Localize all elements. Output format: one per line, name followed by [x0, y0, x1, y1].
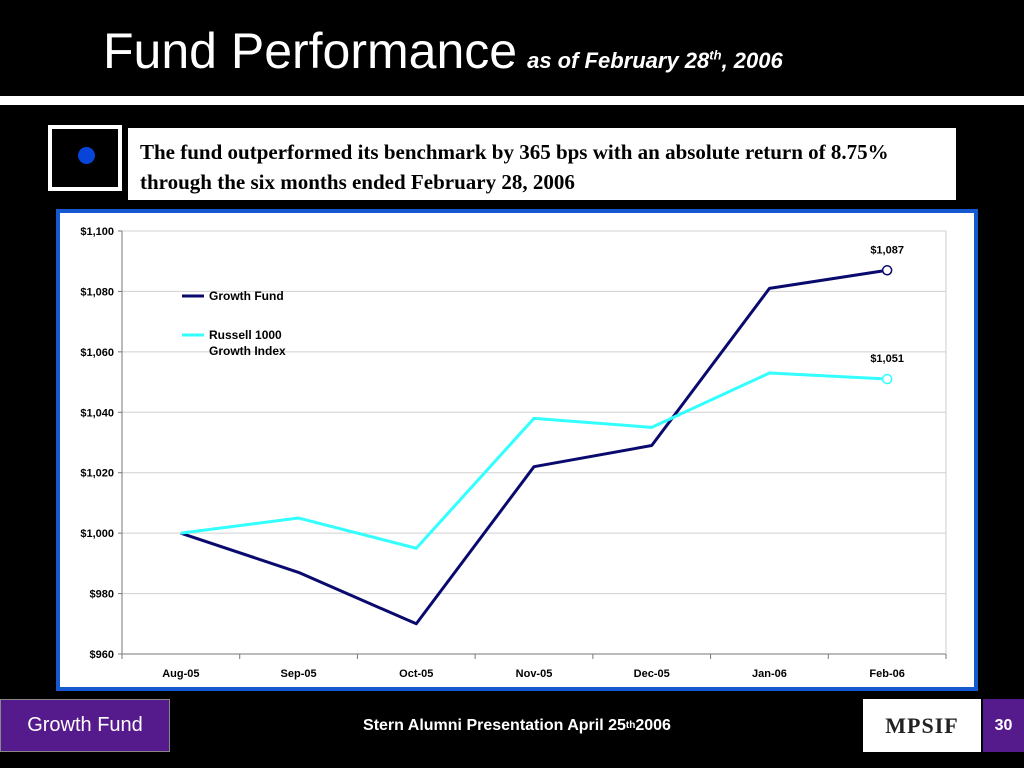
subtitle-text: as of February 28 [527, 48, 710, 73]
legend-label: Russell 1000 [209, 328, 282, 342]
footer-fund-label: Growth Fund [0, 699, 170, 752]
legend-label: Growth Index [209, 344, 286, 358]
footer-presentation-year: 2006 [635, 716, 671, 734]
y-tick-label: $960 [90, 649, 114, 661]
chart-frame: $960 $980 $1,000 $1,020 $1,040 $1,060 $1,080 $1… [56, 209, 978, 691]
callout-text: The fund outperformed its benchmark by 3… [128, 128, 956, 200]
data-label: $1,051 [870, 353, 904, 365]
page-number: 30 [983, 699, 1024, 752]
y-tick-label: $1,020 [80, 468, 114, 480]
x-tick-label: Oct-05 [399, 668, 433, 680]
y-tick-label: $1,080 [80, 286, 114, 298]
footer-presentation-text: Stern Alumni Presentation April 25 [363, 716, 626, 734]
bullet-dot-icon [78, 147, 95, 164]
y-tick-label: $980 [90, 589, 114, 601]
title-main: Fund Performance [103, 23, 518, 79]
line-chart: $960 $980 $1,000 $1,020 $1,040 $1,060 $1,080 $1… [80, 226, 947, 680]
title-divider [0, 96, 1024, 105]
x-tick-label: Aug-05 [162, 668, 199, 680]
subtitle-sup: th [709, 47, 722, 63]
slide-title: Fund Performance as of February 28th, 200… [103, 22, 783, 80]
series-line-russell-1000-growth [180, 371, 888, 550]
bullet-icon [48, 125, 122, 191]
x-tick-label: Feb-06 [869, 668, 904, 680]
legend-label: Growth Fund [209, 289, 284, 303]
mpsif-logo: MPSIF [863, 699, 981, 752]
y-tick-label: $1,060 [80, 347, 114, 359]
series-line-growth-fund [180, 268, 888, 626]
x-tick-label: Sep-05 [281, 668, 317, 680]
title-subtitle: as of February 28th, 2006 [527, 48, 783, 73]
y-tick-label: $1,100 [80, 226, 114, 238]
x-tick-label: Dec-05 [634, 668, 670, 680]
logo-text: MPSIF [885, 712, 959, 738]
footer-presentation-sup: th [625, 720, 636, 731]
data-label: $1,087 [870, 244, 904, 256]
subtitle-year: , 2006 [721, 48, 783, 73]
x-tick-label: Nov-05 [516, 668, 553, 680]
series-end-marker [881, 265, 893, 276]
y-tick-label: $1,000 [80, 528, 114, 540]
x-tick-label: Jan-06 [752, 668, 787, 680]
series-end-marker [881, 373, 893, 385]
y-tick-label: $1,040 [80, 407, 114, 419]
